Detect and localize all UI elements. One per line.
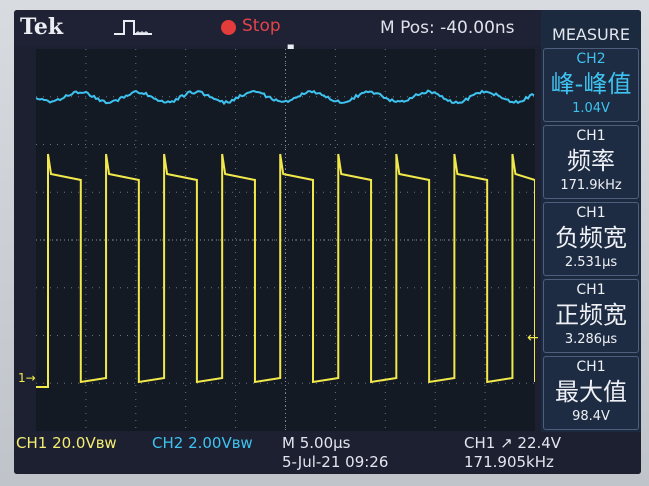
measure-source: CH2 (544, 51, 638, 68)
bottom-status-bar: CH1 20.0Vʙw CH2 2.00Vʙw M 5.00µs 5-Jul-2… (14, 432, 641, 474)
measure-label: 峰-峰值 (544, 68, 638, 100)
ch1-ground-marker: 1→ (18, 371, 36, 385)
horizontal-position: M Pos: -40.00ns (380, 18, 515, 38)
ch1-waveform (36, 154, 535, 387)
measure-source: CH1 (544, 205, 638, 222)
trigger-setting[interactable]: CH1 ↗ 22.4V (464, 434, 561, 452)
measure-value: 1.04V (544, 100, 638, 118)
measure-label: 负频宽 (544, 222, 638, 254)
measure-item-ch2-pk-pk[interactable]: CH2 峰-峰值 1.04V (543, 48, 639, 122)
measure-title[interactable]: MEASURE (541, 23, 641, 47)
measure-value: 171.9kHz (544, 177, 638, 195)
measure-value: 98.4V (544, 408, 638, 426)
measure-value: 3.286µs (544, 331, 638, 349)
measure-label: 正频宽 (544, 299, 638, 331)
trigger-frequency: 171.905kHz (464, 453, 554, 471)
brand-logo: Tek (20, 14, 63, 40)
acquisition-status: Stop (242, 16, 281, 36)
measure-source: CH1 (544, 282, 638, 299)
measure-value: 2.531µs (544, 254, 638, 272)
measure-item-ch1-pos-width[interactable]: CH1 正频宽 3.286µs (543, 279, 639, 353)
waveform-display (36, 49, 535, 431)
measure-label: 最大值 (544, 376, 638, 408)
trigger-level-marker-icon: ← (527, 330, 539, 346)
waveform-graticule (36, 49, 535, 431)
measure-label: 频率 (544, 145, 638, 177)
oscilloscope-screen: Tek Stop M Pos: -40.00ns 🡇 1→ ← MEASURE … (14, 10, 641, 474)
ch2-scale[interactable]: CH2 2.00Vʙw (152, 434, 253, 452)
measure-item-ch1-frequency[interactable]: CH1 频率 171.9kHz (543, 125, 639, 199)
measure-source: CH1 (544, 128, 638, 145)
measure-item-ch1-max[interactable]: CH1 最大值 98.4V (543, 356, 639, 430)
date-time: 5-Jul-21 09:26 (282, 453, 388, 471)
measure-panel: MEASURE CH2 峰-峰值 1.04V CH1 频率 171.9kHz C… (541, 10, 641, 432)
stop-indicator-icon (221, 20, 236, 35)
trigger-type-icon (112, 18, 156, 38)
ch1-scale[interactable]: CH1 20.0Vʙw (16, 434, 117, 452)
measure-source: CH1 (544, 359, 638, 376)
timebase[interactable]: M 5.00µs (282, 434, 350, 452)
measure-item-ch1-neg-width[interactable]: CH1 负频宽 2.531µs (543, 202, 639, 276)
